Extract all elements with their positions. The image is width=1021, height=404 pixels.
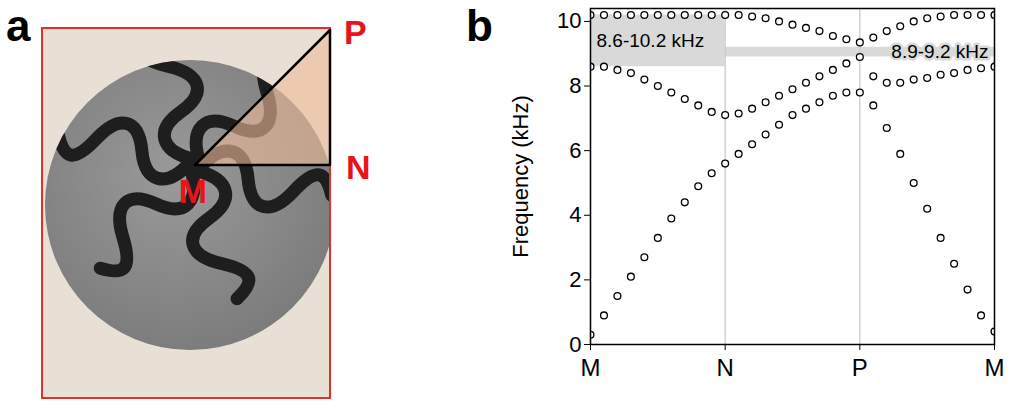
svg-text:M: M	[179, 172, 207, 210]
svg-text:M: M	[985, 354, 1005, 381]
svg-text:2: 2	[569, 267, 581, 292]
svg-text:8: 8	[569, 73, 581, 98]
html-text:a: a	[6, 1, 31, 50]
svg-text:Frequency (kHz): Frequency (kHz)	[508, 95, 533, 258]
svg-text:N: N	[716, 354, 733, 381]
svg-text:8.6-10.2 kHz: 8.6-10.2 kHz	[597, 30, 705, 51]
svg-text:N: N	[346, 148, 371, 186]
svg-text:8.9-9.2 kHz: 8.9-9.2 kHz	[891, 41, 988, 62]
html-text:b: b	[466, 1, 493, 50]
svg-text:0: 0	[569, 331, 582, 357]
svg-text:P: P	[852, 354, 868, 381]
svg-text:M: M	[581, 354, 601, 381]
svg-text:10: 10	[557, 8, 581, 33]
svg-text:6: 6	[569, 138, 581, 163]
svg-text:P: P	[344, 13, 367, 51]
svg-text:4: 4	[569, 202, 581, 227]
